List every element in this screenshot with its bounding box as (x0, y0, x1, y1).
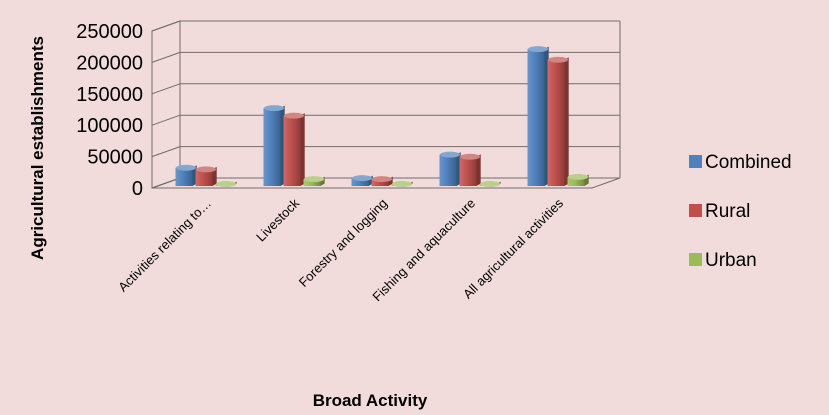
y-tick-label: 0 (132, 178, 143, 200)
x-tick-label: Activities relating to… (115, 196, 214, 295)
legend-label: Combined (705, 152, 792, 173)
bar-rural-3 (371, 176, 393, 186)
bar-top (196, 166, 216, 173)
side-wall (151, 20, 181, 189)
bar-top (528, 46, 548, 53)
bar-rural-1 (195, 166, 217, 186)
bar-top (548, 56, 568, 63)
bar-urban-2 (303, 176, 325, 186)
bar-front (195, 169, 213, 186)
bar-front (527, 49, 545, 186)
bar-front (175, 167, 193, 186)
bar-front (547, 59, 565, 186)
y-axis-title: Agricultural establishments (28, 36, 47, 260)
bar-urban-1 (215, 181, 237, 187)
bar-front (283, 115, 301, 186)
bar-rural-2 (283, 112, 305, 186)
gridline-side (151, 83, 181, 95)
bar-front (567, 176, 585, 186)
bar-top (284, 112, 304, 119)
bar-front (351, 178, 369, 186)
y-tick-label: 50000 (87, 147, 143, 169)
x-axis-title: Broad Activity (313, 391, 428, 410)
bar-top (264, 105, 284, 112)
bar-side (212, 166, 217, 186)
bar-side (476, 154, 481, 186)
bar-combined-2 (263, 105, 285, 186)
gridline-side (151, 51, 181, 63)
bar-top (392, 181, 412, 187)
gridline-side (151, 177, 181, 189)
y-tick-label: 100000 (76, 115, 143, 137)
bar-top (176, 164, 196, 171)
bar-top (460, 153, 480, 160)
bar-side (300, 113, 305, 186)
legend: Combined Rural Urban (689, 152, 792, 271)
y-tick-label: 150000 (76, 84, 143, 106)
legend-swatch (689, 204, 702, 217)
bar-top (304, 176, 324, 183)
bar-top (372, 176, 392, 183)
gridline-side (151, 20, 181, 32)
x-tick-label: Livestock (253, 195, 302, 244)
bar-top (480, 181, 500, 187)
y-tick-labels: 0 50000 100000 150000 200000 250000 (76, 21, 143, 200)
legend-item-urban: Urban (689, 250, 757, 271)
x-tick-labels: Activities relating to… LivestockForestry… (115, 195, 566, 304)
bar-urban-5 (567, 173, 589, 186)
legend-swatch (689, 155, 702, 168)
bar-combined-5 (527, 46, 549, 186)
bar-combined-4 (439, 151, 461, 186)
legend-label: Rural (705, 201, 750, 222)
x-tick-label: All agricultural activities (460, 195, 566, 301)
bar-rural-5 (547, 56, 569, 186)
bar-front (439, 154, 457, 186)
bar-top (352, 175, 372, 182)
bar-front (303, 179, 321, 186)
legend-swatch (689, 253, 702, 266)
bars (175, 46, 589, 187)
bar-combined-3 (351, 175, 373, 186)
bar-top (440, 151, 460, 158)
legend-item-combined: Combined (689, 152, 792, 173)
bar-side (564, 57, 569, 186)
gridline-side (151, 146, 181, 158)
bar-urban-4 (479, 181, 501, 187)
y-tick-label: 250000 (76, 21, 143, 43)
bar-urban-3 (391, 181, 413, 187)
gridline-side (151, 114, 181, 126)
legend-label: Urban (705, 250, 757, 271)
legend-item-rural: Rural (689, 201, 750, 222)
bar-top (568, 173, 588, 180)
bar-front (371, 179, 389, 186)
bar-top (216, 181, 236, 187)
bar-combined-1 (175, 164, 197, 186)
x-tick-label: Forestry and logging (296, 196, 390, 290)
bar-rural-4 (459, 153, 481, 186)
bar-front (263, 108, 281, 186)
y-tick-label: 200000 (76, 52, 143, 74)
bar-front (459, 156, 477, 186)
